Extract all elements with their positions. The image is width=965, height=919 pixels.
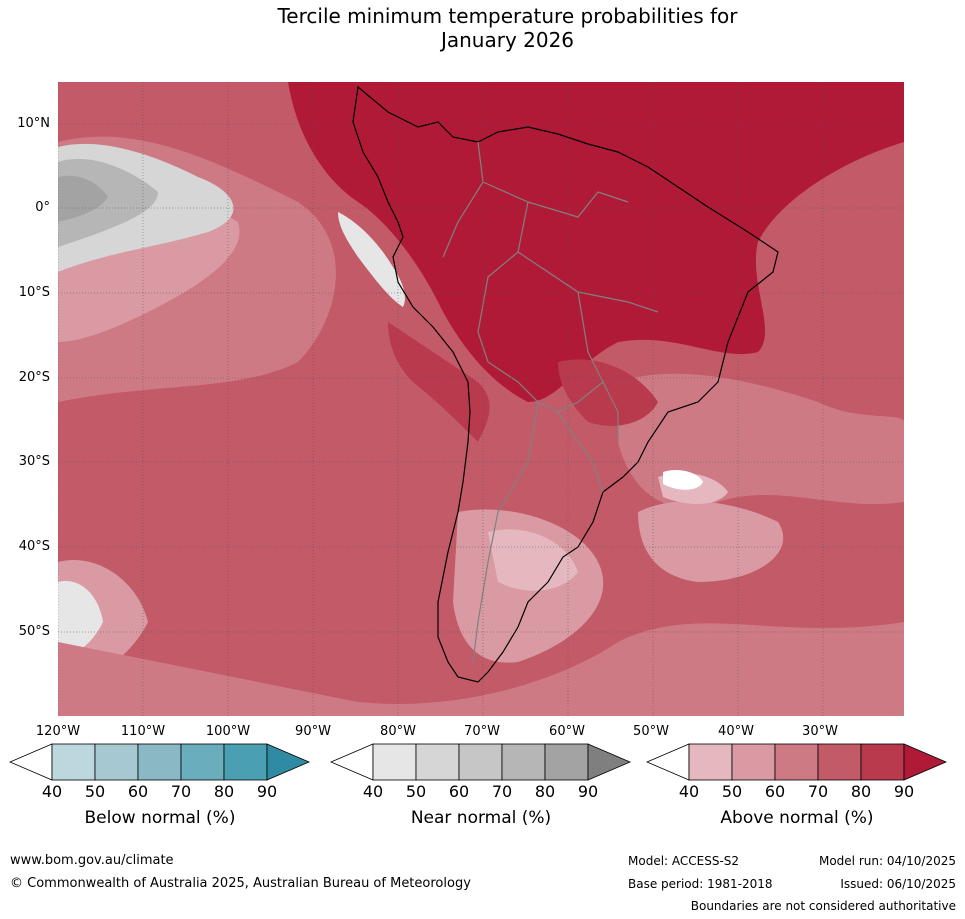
probability-map (58, 82, 904, 716)
lat-label-30s: 30°S (18, 454, 50, 469)
lon-label-60w: 60°W (549, 724, 585, 739)
map-title: Tercile minimum temperature probabilitie… (0, 4, 965, 52)
cb-below-seg-0 (9, 743, 53, 781)
tick: 60 (127, 782, 149, 801)
map-field-light-pink-bands (488, 529, 578, 591)
lat-label-20s: 20°S (18, 370, 50, 385)
colorbar-near-title: Near normal (%) (410, 808, 552, 828)
footer-disclaimer: Boundaries are not considered authoritat… (690, 899, 956, 913)
tick: 50 (721, 782, 743, 801)
lat-label-0: 0° (35, 200, 50, 215)
lon-label-110w: 110°W (120, 724, 166, 739)
tick: 60 (764, 782, 786, 801)
lon-label-80w: 80°W (380, 724, 416, 739)
lat-label-10n: 10°N (17, 116, 50, 131)
colorbar-above-title: Above normal (%) (720, 808, 874, 828)
cb-near-seg-5 (544, 743, 589, 781)
colorbar-near-normal (330, 743, 632, 781)
lon-label-40w: 40°W (718, 724, 754, 739)
cb-above-seg-6 (903, 743, 948, 781)
cb-near-seg-6 (587, 743, 632, 781)
footer-model: Model: ACCESS-S2 (628, 854, 740, 868)
lon-label-90w: 90°W (295, 724, 331, 739)
near-normal-patch-west (58, 175, 108, 222)
cb-near-seg-3 (458, 743, 503, 781)
lon-label-70w: 70°W (464, 724, 500, 739)
map-field-light-pink-bands (58, 581, 103, 657)
footer-base-period: Base period: 1981-2018 (628, 877, 773, 891)
tick: 70 (491, 782, 513, 801)
cb-below-seg-6 (266, 743, 311, 781)
tick: 50 (84, 782, 106, 801)
tick: 40 (362, 782, 384, 801)
south-america-coastline (352, 85, 779, 683)
cb-above-seg-3 (774, 743, 819, 781)
colorbar-below-normal (9, 743, 311, 781)
cb-near-seg-1 (372, 743, 417, 781)
map-field-light-pink-bands (58, 622, 904, 716)
tick: 90 (256, 782, 278, 801)
cb-above-seg-1 (688, 743, 733, 781)
tick: 50 (405, 782, 427, 801)
tick: 80 (850, 782, 872, 801)
cb-above-seg-4 (817, 743, 862, 781)
title-line-1: Tercile minimum temperature probabilitie… (277, 4, 738, 28)
cb-below-seg-1 (51, 743, 96, 781)
map-field-light-pink-bands (638, 501, 784, 582)
cb-above-seg-2 (731, 743, 776, 781)
cb-near-seg-0 (330, 743, 374, 781)
lon-label-120w: 120°W (35, 724, 81, 739)
lat-label-10s: 10°S (18, 285, 50, 300)
cb-below-seg-3 (137, 743, 182, 781)
tick: 40 (41, 782, 63, 801)
map-field-light-pink-bands (663, 470, 703, 490)
cb-near-seg-2 (415, 743, 460, 781)
tick: 70 (170, 782, 192, 801)
colorbar-above-normal (646, 743, 948, 781)
footer-model-run: Model run: 04/10/2025 (818, 854, 956, 868)
above-normal-90-north (388, 322, 490, 442)
cb-above-seg-0 (646, 743, 690, 781)
tick: 60 (448, 782, 470, 801)
cb-below-seg-2 (94, 743, 139, 781)
cb-above-seg-5 (860, 743, 905, 781)
lat-label-40s: 40°S (18, 539, 50, 554)
footer-issued: Issued: 06/10/2025 (840, 877, 956, 891)
tick: 40 (678, 782, 700, 801)
cb-below-seg-4 (180, 743, 225, 781)
above-normal-90-north (288, 82, 904, 402)
tick: 80 (213, 782, 235, 801)
cb-near-seg-4 (501, 743, 546, 781)
colorbar-below-title: Below normal (%) (84, 808, 236, 828)
lon-label-50w: 50°W (633, 724, 669, 739)
graticule (58, 82, 904, 716)
near-normal-strip-coast (338, 212, 405, 307)
lon-label-100w: 100°W (205, 724, 251, 739)
tick: 90 (893, 782, 915, 801)
lon-label-30w: 30°W (802, 724, 838, 739)
country-borders (442, 141, 659, 663)
cb-below-seg-5 (223, 743, 268, 781)
tick: 80 (534, 782, 556, 801)
tick: 90 (577, 782, 599, 801)
title-line-2: January 2026 (440, 28, 575, 52)
footer-website: www.bom.gov.au/climate (10, 853, 174, 868)
footer-copyright: © Commonwealth of Australia 2025, Austra… (10, 876, 471, 891)
tick: 70 (807, 782, 829, 801)
lat-label-50s: 50°S (18, 624, 50, 639)
